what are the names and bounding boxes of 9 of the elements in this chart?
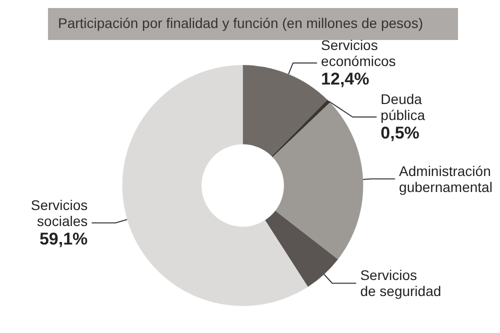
data-label: 0,5% xyxy=(380,123,420,142)
slice-label: Servicios económicos xyxy=(321,36,396,69)
chart-subtitle: Participación por finalidad y función (en millones de pesos) xyxy=(58,15,423,31)
slice-label: Servicios sociales xyxy=(30,196,88,229)
slice-label: Servicios de seguridad xyxy=(360,267,442,300)
data-label: 59,1% xyxy=(39,229,88,248)
slice-label: Deuda pública xyxy=(380,90,426,123)
slice-label: Administración gubernamental xyxy=(399,162,492,195)
data-label: 12,4% xyxy=(321,69,370,88)
